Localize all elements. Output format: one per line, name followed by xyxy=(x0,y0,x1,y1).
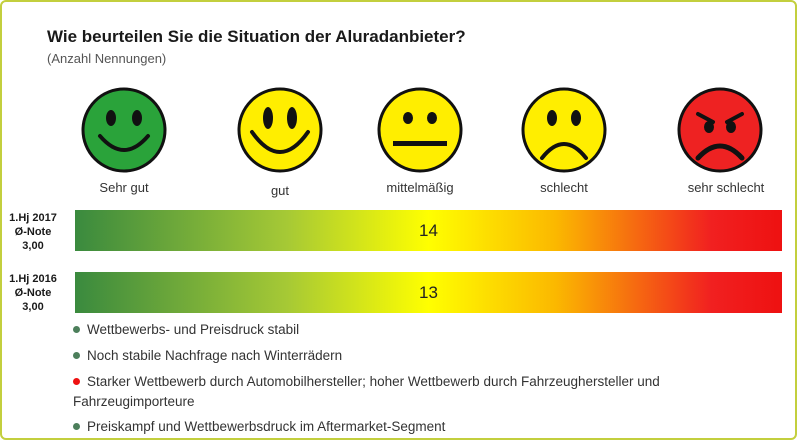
note-item: Wettbewerbs- und Preisdruck stabil xyxy=(73,320,773,340)
row-avg-value: 3,00 xyxy=(22,240,44,252)
category-label-good: gut xyxy=(270,183,290,198)
bar-count-label: 14 xyxy=(419,220,438,240)
note-dot xyxy=(73,325,80,333)
row-avg-label: Ø-Note xyxy=(14,226,52,238)
note-item-continuation: Fahrzeugimporteure xyxy=(73,392,773,412)
chart-title: Wie beurteilen Sie die Situation der Alu… xyxy=(47,27,466,46)
bad-face-icon xyxy=(521,87,607,173)
note-text: Preiskampf und Wettbewerbsdruck im After… xyxy=(87,419,446,434)
rating-bar-2016: 13 xyxy=(75,272,782,313)
category-label-neutral: mittelmäßig xyxy=(386,180,454,195)
row-avg-value: 3,00 xyxy=(22,301,44,313)
note-dot xyxy=(73,377,80,385)
very-bad-face-icon xyxy=(677,87,763,173)
rating-bar-2017: 14 xyxy=(75,210,782,251)
note-text: Fahrzeugimporteure xyxy=(73,394,195,409)
row-period: 1.Hj 2017 xyxy=(9,212,57,224)
neutral-face-icon xyxy=(377,87,463,173)
row-avg-label: Ø-Note xyxy=(14,287,52,299)
note-dot xyxy=(73,351,80,359)
note-dot xyxy=(73,422,80,430)
note-text: Wettbewerbs- und Preisdruck stabil xyxy=(87,322,300,337)
note-item: Preiskampf und Wettbewerbsdruck im After… xyxy=(73,417,773,437)
row-label-2016: 1.Hj 2016 Ø-Note 3,00 xyxy=(0,272,66,314)
note-item: Starker Wettbewerb durch Automobilherste… xyxy=(73,372,773,392)
note-text: Starker Wettbewerb durch Automobilherste… xyxy=(87,374,660,389)
row-label-2017: 1.Hj 2017 Ø-Note 3,00 xyxy=(0,211,66,253)
good-face-icon xyxy=(237,87,323,173)
category-label-very-good: Sehr gut xyxy=(99,180,149,195)
chart-subtitle: (Anzahl Nennungen) xyxy=(47,51,167,66)
row-period: 1.Hj 2016 xyxy=(9,273,57,285)
note-text: Noch stabile Nachfrage nach Winterrädern xyxy=(87,348,343,363)
category-label-very-bad: sehr schlecht xyxy=(687,180,765,195)
note-item: Noch stabile Nachfrage nach Winterrädern xyxy=(73,346,773,366)
category-label-bad: schlecht xyxy=(540,180,588,195)
bar-count-label: 13 xyxy=(419,282,438,302)
very-good-face-icon xyxy=(81,87,167,173)
